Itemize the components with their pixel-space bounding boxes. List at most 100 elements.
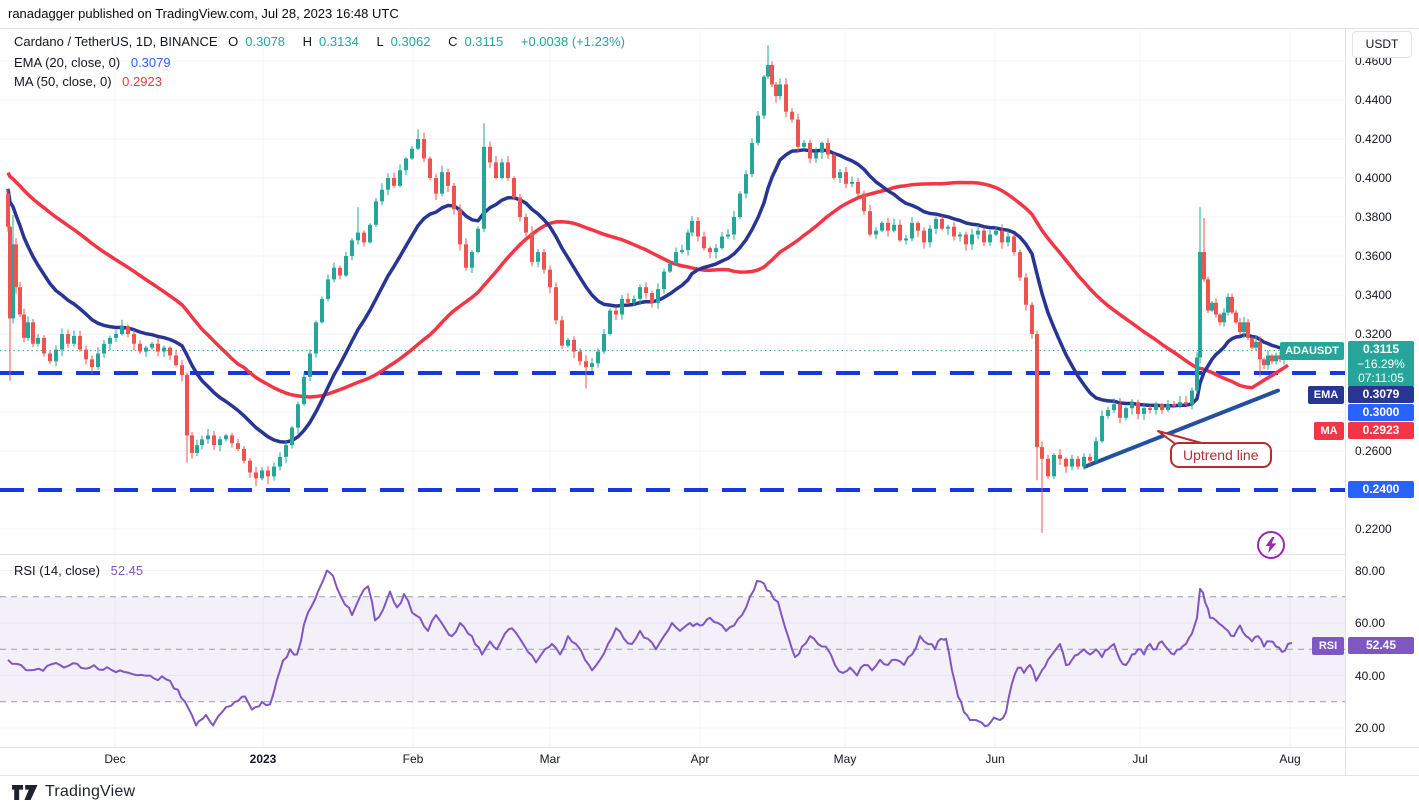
candle-body bbox=[224, 435, 228, 440]
ema-legend[interactable]: EMA (20, close, 0) 0.3079 bbox=[14, 55, 178, 70]
pane-divider[interactable] bbox=[0, 554, 1345, 555]
time-axis-label-jun[interactable]: Jun bbox=[985, 752, 1005, 766]
candle-body bbox=[1254, 341, 1258, 348]
ema-legend-label[interactable]: EMA (20, close, 0) bbox=[14, 55, 121, 70]
candle-body bbox=[566, 339, 570, 346]
time-axis-label-2023[interactable]: 2023 bbox=[249, 752, 277, 766]
candle-body bbox=[874, 230, 878, 235]
candle-body bbox=[156, 343, 160, 352]
rsi-axis-tick: 20.00 bbox=[1355, 721, 1386, 735]
candle-body bbox=[512, 178, 516, 198]
candle-body bbox=[1130, 402, 1134, 409]
candle-body bbox=[446, 172, 450, 186]
candle-body bbox=[308, 353, 312, 377]
candle-body bbox=[868, 211, 872, 235]
time-axis-label-feb[interactable]: Feb bbox=[402, 752, 424, 766]
candle-body bbox=[434, 178, 438, 194]
candle-body bbox=[464, 244, 468, 268]
candle-body bbox=[784, 84, 788, 112]
time-axis-top-border bbox=[0, 747, 1419, 748]
candle-body bbox=[560, 320, 564, 346]
last-price-badge[interactable]: 0.3115 −16.29% 07:11:05 bbox=[1348, 341, 1414, 387]
ma-legend-label[interactable]: MA (50, close, 0) bbox=[14, 74, 112, 89]
tradingview-logo[interactable]: TradingView bbox=[12, 783, 135, 801]
candle-body bbox=[126, 326, 130, 334]
candle-body bbox=[332, 267, 336, 280]
rsi-value-badge[interactable]: 52.45 bbox=[1348, 637, 1414, 654]
candle-body bbox=[668, 263, 672, 272]
candle-body bbox=[452, 185, 456, 210]
header-divider bbox=[0, 28, 1419, 29]
candle-body bbox=[174, 355, 178, 366]
candle-body bbox=[422, 139, 426, 159]
candle-body bbox=[982, 230, 986, 243]
candle-body bbox=[476, 228, 480, 253]
candle-body bbox=[554, 287, 558, 321]
level-2400-badge[interactable]: 0.2400 bbox=[1348, 481, 1414, 498]
ema-value-badge[interactable]: 0.3079 bbox=[1348, 386, 1414, 403]
candle-body bbox=[195, 445, 199, 453]
flash-icon[interactable] bbox=[1257, 531, 1285, 559]
candle-body bbox=[726, 234, 730, 237]
candle-body bbox=[368, 224, 372, 243]
candle-body bbox=[1218, 314, 1222, 323]
symbol-title[interactable]: Cardano / TetherUS, 1D, BINANCE bbox=[14, 34, 218, 49]
price-axis-tick: 0.3400 bbox=[1355, 288, 1392, 302]
candle-body bbox=[1154, 404, 1158, 411]
candle-body bbox=[1226, 296, 1230, 313]
candle-body bbox=[1250, 337, 1254, 348]
candle-body bbox=[278, 456, 282, 467]
ema20-line[interactable] bbox=[6, 148, 1289, 444]
low-value: 0.3062 bbox=[390, 34, 431, 49]
time-axis-label-may[interactable]: May bbox=[833, 752, 857, 766]
level-3000-badge[interactable]: 0.3000 bbox=[1348, 404, 1414, 421]
rsi-legend[interactable]: RSI (14, close) 52.45 bbox=[14, 563, 150, 578]
candle-body bbox=[880, 222, 884, 231]
candle-body bbox=[656, 289, 660, 303]
candle-body bbox=[374, 201, 378, 225]
candle-body bbox=[940, 218, 944, 229]
candle-body bbox=[774, 84, 778, 97]
candle-body bbox=[338, 267, 342, 276]
candle-body bbox=[54, 349, 58, 362]
candle-body bbox=[1040, 447, 1044, 459]
candle-body bbox=[200, 439, 204, 446]
time-axis-label-jul[interactable]: Jul bbox=[1132, 752, 1148, 766]
ma-value-badge[interactable]: 0.2923 bbox=[1348, 422, 1414, 439]
rsi-legend-label[interactable]: RSI (14, close) bbox=[14, 563, 100, 578]
candle-body bbox=[1172, 404, 1176, 407]
symbol-legend[interactable]: Cardano / TetherUS, 1D, BINANCE O 0.3078 … bbox=[14, 34, 632, 49]
candle-body bbox=[31, 322, 35, 344]
time-axis-label-apr[interactable]: Apr bbox=[690, 752, 710, 766]
attribution-text: ranadagger published on TradingView.com,… bbox=[8, 6, 399, 21]
candle-body bbox=[356, 232, 360, 241]
ma-legend[interactable]: MA (50, close, 0) 0.2923 bbox=[14, 74, 169, 89]
candle-body bbox=[910, 222, 914, 239]
candle-body bbox=[302, 376, 306, 405]
candle-body bbox=[1058, 454, 1062, 459]
rsi-line[interactable] bbox=[7, 569, 1293, 728]
candle-body bbox=[1012, 236, 1016, 253]
ma50-line[interactable] bbox=[6, 171, 1289, 399]
candle-body bbox=[410, 148, 414, 159]
candle-body bbox=[1024, 277, 1028, 305]
time-axis-label-mar[interactable]: Mar bbox=[539, 752, 561, 766]
candle-body bbox=[1088, 456, 1092, 461]
rsi-axis-tick: 40.00 bbox=[1355, 668, 1386, 683]
uptrend-trendline[interactable] bbox=[1083, 388, 1280, 469]
candle-body bbox=[36, 337, 40, 344]
candle-body bbox=[482, 146, 486, 229]
time-axis-label-dec[interactable]: Dec bbox=[104, 752, 126, 766]
candle-body bbox=[284, 445, 288, 457]
candle-body bbox=[254, 472, 258, 479]
uptrend-line-callout[interactable]: Uptrend line bbox=[1170, 442, 1272, 468]
time-axis-label-aug[interactable]: Aug bbox=[1279, 752, 1301, 766]
candle-body bbox=[686, 232, 690, 251]
candle-body bbox=[1136, 402, 1140, 414]
candle-body bbox=[206, 435, 210, 440]
currency-toggle-button[interactable]: USDT bbox=[1352, 31, 1412, 58]
tradingview-brand-text: TradingView bbox=[45, 783, 136, 800]
high-label: H bbox=[302, 34, 313, 49]
